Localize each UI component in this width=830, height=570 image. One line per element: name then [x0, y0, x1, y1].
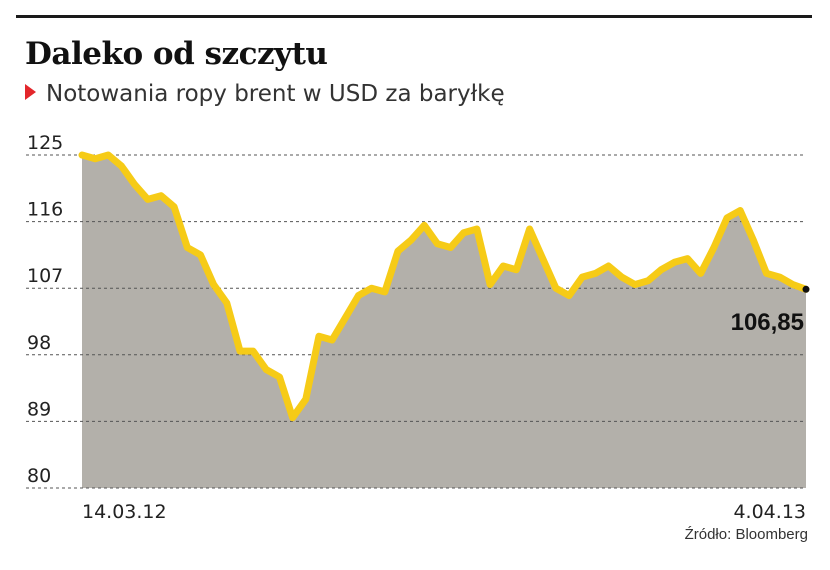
y-tick-label: 80	[27, 465, 51, 487]
y-tick-label: 125	[27, 132, 63, 154]
source-note: Źródło: Bloomberg	[684, 526, 808, 543]
data-point	[619, 274, 625, 280]
data-point	[237, 348, 243, 354]
chart-title: Daleko od szczytu	[25, 36, 328, 72]
data-point	[737, 208, 743, 213]
y-tick-label: 89	[27, 398, 51, 420]
data-point	[434, 241, 440, 247]
data-point	[579, 274, 585, 280]
area-fill	[82, 155, 806, 488]
data-point	[500, 263, 506, 269]
data-point	[777, 274, 783, 280]
data-point	[382, 289, 388, 295]
data-point	[540, 256, 546, 262]
data-point	[685, 256, 690, 262]
data-point	[395, 248, 401, 254]
data-point	[592, 270, 598, 276]
data-point	[658, 267, 664, 273]
data-point	[184, 245, 190, 250]
data-point	[250, 348, 256, 354]
data-point	[790, 282, 796, 287]
data-point	[132, 182, 138, 188]
data-point	[290, 415, 296, 421]
last-value-label: 106,85	[731, 309, 804, 336]
data-point	[224, 300, 230, 306]
data-point	[263, 367, 269, 373]
data-point	[145, 196, 151, 202]
data-point	[105, 152, 111, 158]
data-point	[448, 245, 454, 250]
y-tick-label: 107	[27, 265, 63, 287]
data-point	[487, 282, 493, 287]
data-point	[764, 270, 769, 276]
data-point	[119, 163, 124, 169]
data-point	[750, 237, 756, 243]
data-point	[329, 337, 335, 343]
data-point	[408, 237, 414, 243]
data-point	[369, 285, 375, 291]
y-tick-label: 116	[27, 199, 63, 221]
x-tick-label: 14.03.12	[82, 501, 167, 523]
data-point	[171, 204, 177, 210]
data-point	[632, 282, 638, 287]
data-point	[303, 396, 309, 402]
data-point	[92, 156, 98, 162]
data-point	[606, 263, 611, 269]
data-point	[724, 215, 730, 221]
data-point	[79, 152, 85, 158]
data-point	[421, 222, 427, 228]
top-rule	[16, 15, 812, 18]
data-point	[342, 315, 348, 321]
data-point	[553, 285, 559, 291]
data-point	[211, 282, 217, 287]
red-triangle-icon	[25, 84, 36, 100]
subtitle-text: Notowania ropy brent w USD za baryłkę	[46, 81, 505, 107]
data-point	[158, 193, 164, 199]
data-point	[566, 293, 572, 299]
last-value-dot	[802, 285, 810, 293]
chart-subtitle: Notowania ropy brent w USD za baryłkę	[25, 81, 505, 107]
data-point	[711, 245, 717, 250]
data-point	[474, 226, 480, 232]
data-point	[316, 333, 322, 339]
data-point	[645, 278, 651, 284]
x-tick-label: 4.04.13	[733, 501, 806, 523]
data-point	[513, 267, 519, 273]
y-tick-label: 98	[27, 332, 51, 354]
data-point	[698, 270, 704, 276]
data-point	[355, 293, 361, 299]
data-point	[461, 230, 467, 236]
data-point	[198, 252, 203, 258]
data-point	[277, 374, 282, 380]
data-point	[671, 259, 677, 265]
data-point	[527, 226, 533, 232]
